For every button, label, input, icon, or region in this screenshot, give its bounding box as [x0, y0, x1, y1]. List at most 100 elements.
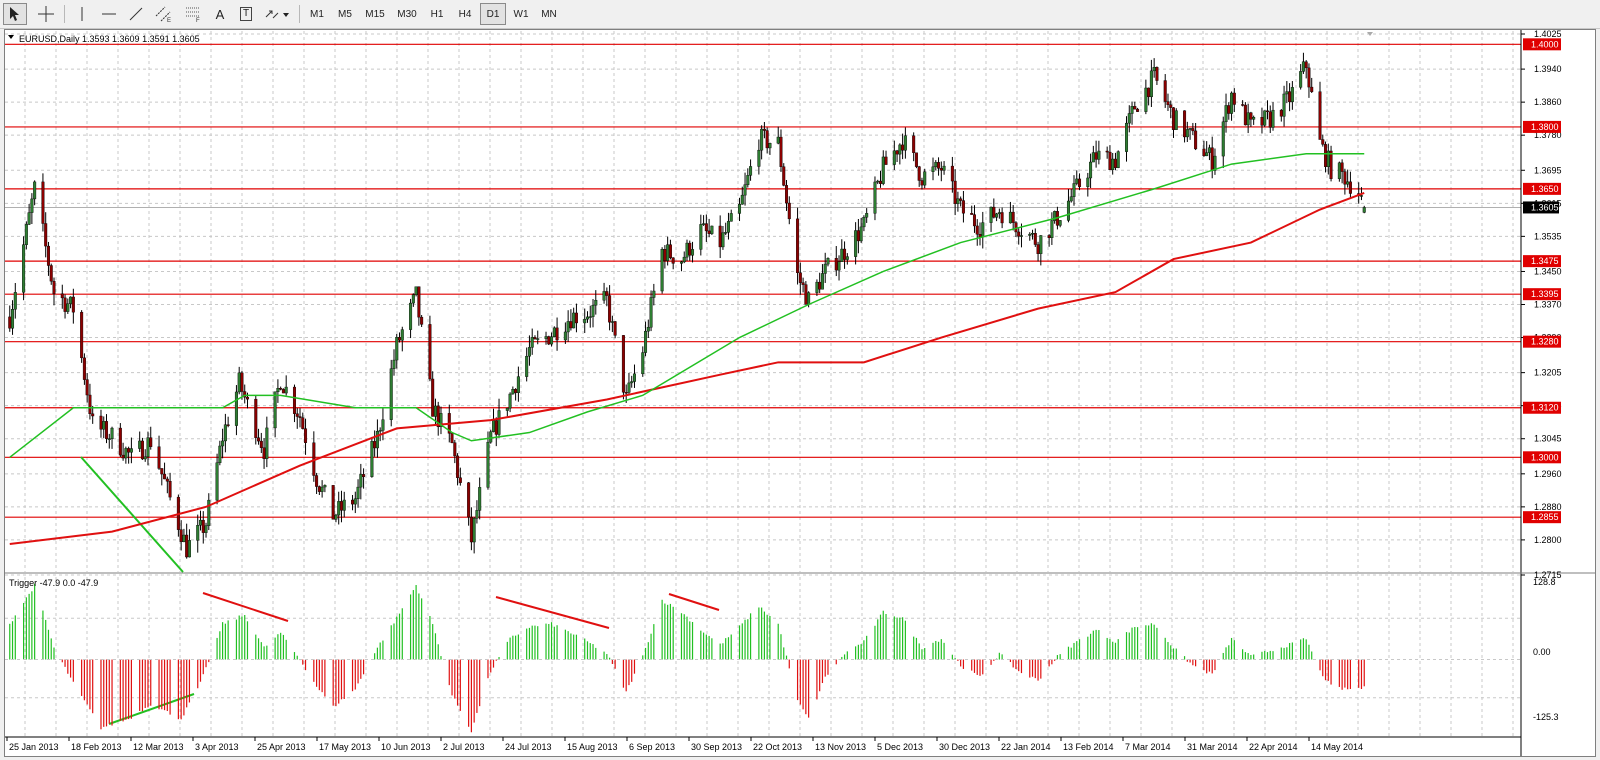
candle	[1243, 102, 1247, 126]
candle	[375, 419, 379, 458]
candle	[970, 205, 974, 215]
candle	[1285, 81, 1289, 104]
candle	[1271, 102, 1275, 131]
trendline-tool-button[interactable]	[124, 3, 148, 25]
candle	[591, 298, 595, 328]
equidistant-channel-tool-button[interactable]: E	[151, 3, 177, 25]
candle	[49, 263, 53, 285]
trendline-drawing[interactable]	[80, 456, 184, 573]
candle	[1343, 168, 1347, 195]
candle	[602, 282, 606, 304]
trendline-drawing[interactable]	[495, 596, 610, 629]
candle	[276, 379, 280, 403]
text-tool-button[interactable]: A	[208, 3, 232, 25]
candle	[317, 485, 321, 496]
candle	[972, 205, 976, 233]
candle	[381, 408, 385, 441]
trendline-drawing[interactable]	[202, 592, 289, 622]
candle	[762, 122, 766, 139]
candle	[583, 308, 587, 334]
time-tick-label: 30 Sep 2013	[691, 742, 742, 752]
timeframe-h1-button[interactable]: H1	[430, 8, 444, 20]
timeframe-mn-button[interactable]: MN	[541, 8, 557, 20]
candle	[514, 388, 518, 401]
candle	[240, 370, 244, 400]
timeframe-m1-button[interactable]: M1	[310, 8, 324, 20]
timeframe-m30-button[interactable]: M30	[397, 8, 417, 20]
candle	[721, 225, 725, 250]
candle	[489, 429, 493, 444]
chart-canvas[interactable]: 1.40251.39401.38601.37801.36951.36151.35…	[5, 29, 1595, 756]
candle	[1268, 105, 1272, 133]
time-tick-label: 25 Jan 2013	[9, 742, 59, 752]
timeframe-m5-button[interactable]: M5	[338, 8, 352, 20]
candle	[704, 214, 708, 242]
candle	[1086, 172, 1090, 197]
candle	[1260, 107, 1264, 134]
candle	[146, 431, 150, 466]
timeframe-h4-button[interactable]: H4	[458, 8, 472, 20]
candle	[981, 211, 985, 249]
candle	[1130, 101, 1134, 125]
candle	[295, 408, 299, 429]
candle	[467, 482, 471, 526]
candle	[884, 150, 888, 165]
candle	[1152, 58, 1156, 78]
candle	[1207, 144, 1211, 161]
candle	[574, 303, 578, 333]
cursor-tool-button[interactable]	[3, 3, 27, 25]
candle	[845, 253, 849, 265]
timeframe-w1-button[interactable]: W1	[513, 8, 529, 20]
candle	[163, 462, 167, 480]
candle	[1304, 60, 1308, 79]
candle	[315, 472, 319, 494]
candle	[243, 384, 247, 404]
fibonacci-tool-button[interactable]: F	[180, 3, 206, 25]
price-tick-label: 1.3205	[1534, 368, 1562, 378]
timeframe-d1-button[interactable]: D1	[480, 3, 506, 25]
candle	[370, 436, 374, 478]
crosshair-icon	[38, 6, 54, 22]
chart-window[interactable]: 1.40251.39401.38601.37801.36951.36151.35…	[4, 29, 1596, 757]
candle	[71, 288, 75, 324]
candle	[605, 287, 609, 307]
level-price-label: 1.3650	[1531, 184, 1559, 194]
candle	[641, 346, 645, 377]
candle	[1337, 161, 1341, 182]
candle	[431, 371, 435, 417]
candle	[82, 353, 86, 385]
candle	[143, 449, 147, 462]
time-tick-label: 15 Aug 2013	[567, 742, 618, 752]
time-tick-label: 7 Mar 2014	[1125, 742, 1171, 752]
timeframe-m15-button[interactable]: M15	[365, 8, 385, 20]
candle	[878, 170, 882, 188]
price-tick-label: 1.2715	[1534, 570, 1562, 580]
trendline-drawing[interactable]	[668, 593, 720, 611]
candle	[439, 406, 443, 435]
candle	[1194, 122, 1198, 151]
arrow-cursor-icon	[10, 7, 19, 21]
candle	[555, 317, 559, 351]
arrows-tool-button[interactable]	[262, 3, 292, 25]
candle	[1169, 100, 1173, 119]
candle	[66, 298, 70, 314]
candle	[486, 431, 490, 490]
candle	[1252, 115, 1256, 125]
text-label-tool-button[interactable]: T	[234, 3, 258, 25]
price-tick-label: 1.4025	[1534, 30, 1562, 39]
candle	[22, 236, 26, 301]
time-tick-label: 14 May 2014	[1311, 742, 1363, 752]
candle	[508, 392, 512, 413]
candle	[400, 326, 404, 352]
candle	[24, 221, 28, 250]
crosshair-tool-button[interactable]	[33, 3, 59, 25]
time-tick-label: 3 Apr 2013	[195, 742, 239, 752]
vertical-line-tool-button[interactable]	[70, 3, 94, 25]
candle	[273, 391, 277, 438]
horizontal-line-icon	[102, 13, 116, 15]
time-tick-label: 18 Feb 2013	[71, 742, 122, 752]
horizontal-line-tool-button[interactable]	[97, 3, 121, 25]
candle	[942, 161, 946, 175]
candle	[1299, 64, 1303, 90]
candle	[1329, 145, 1333, 182]
